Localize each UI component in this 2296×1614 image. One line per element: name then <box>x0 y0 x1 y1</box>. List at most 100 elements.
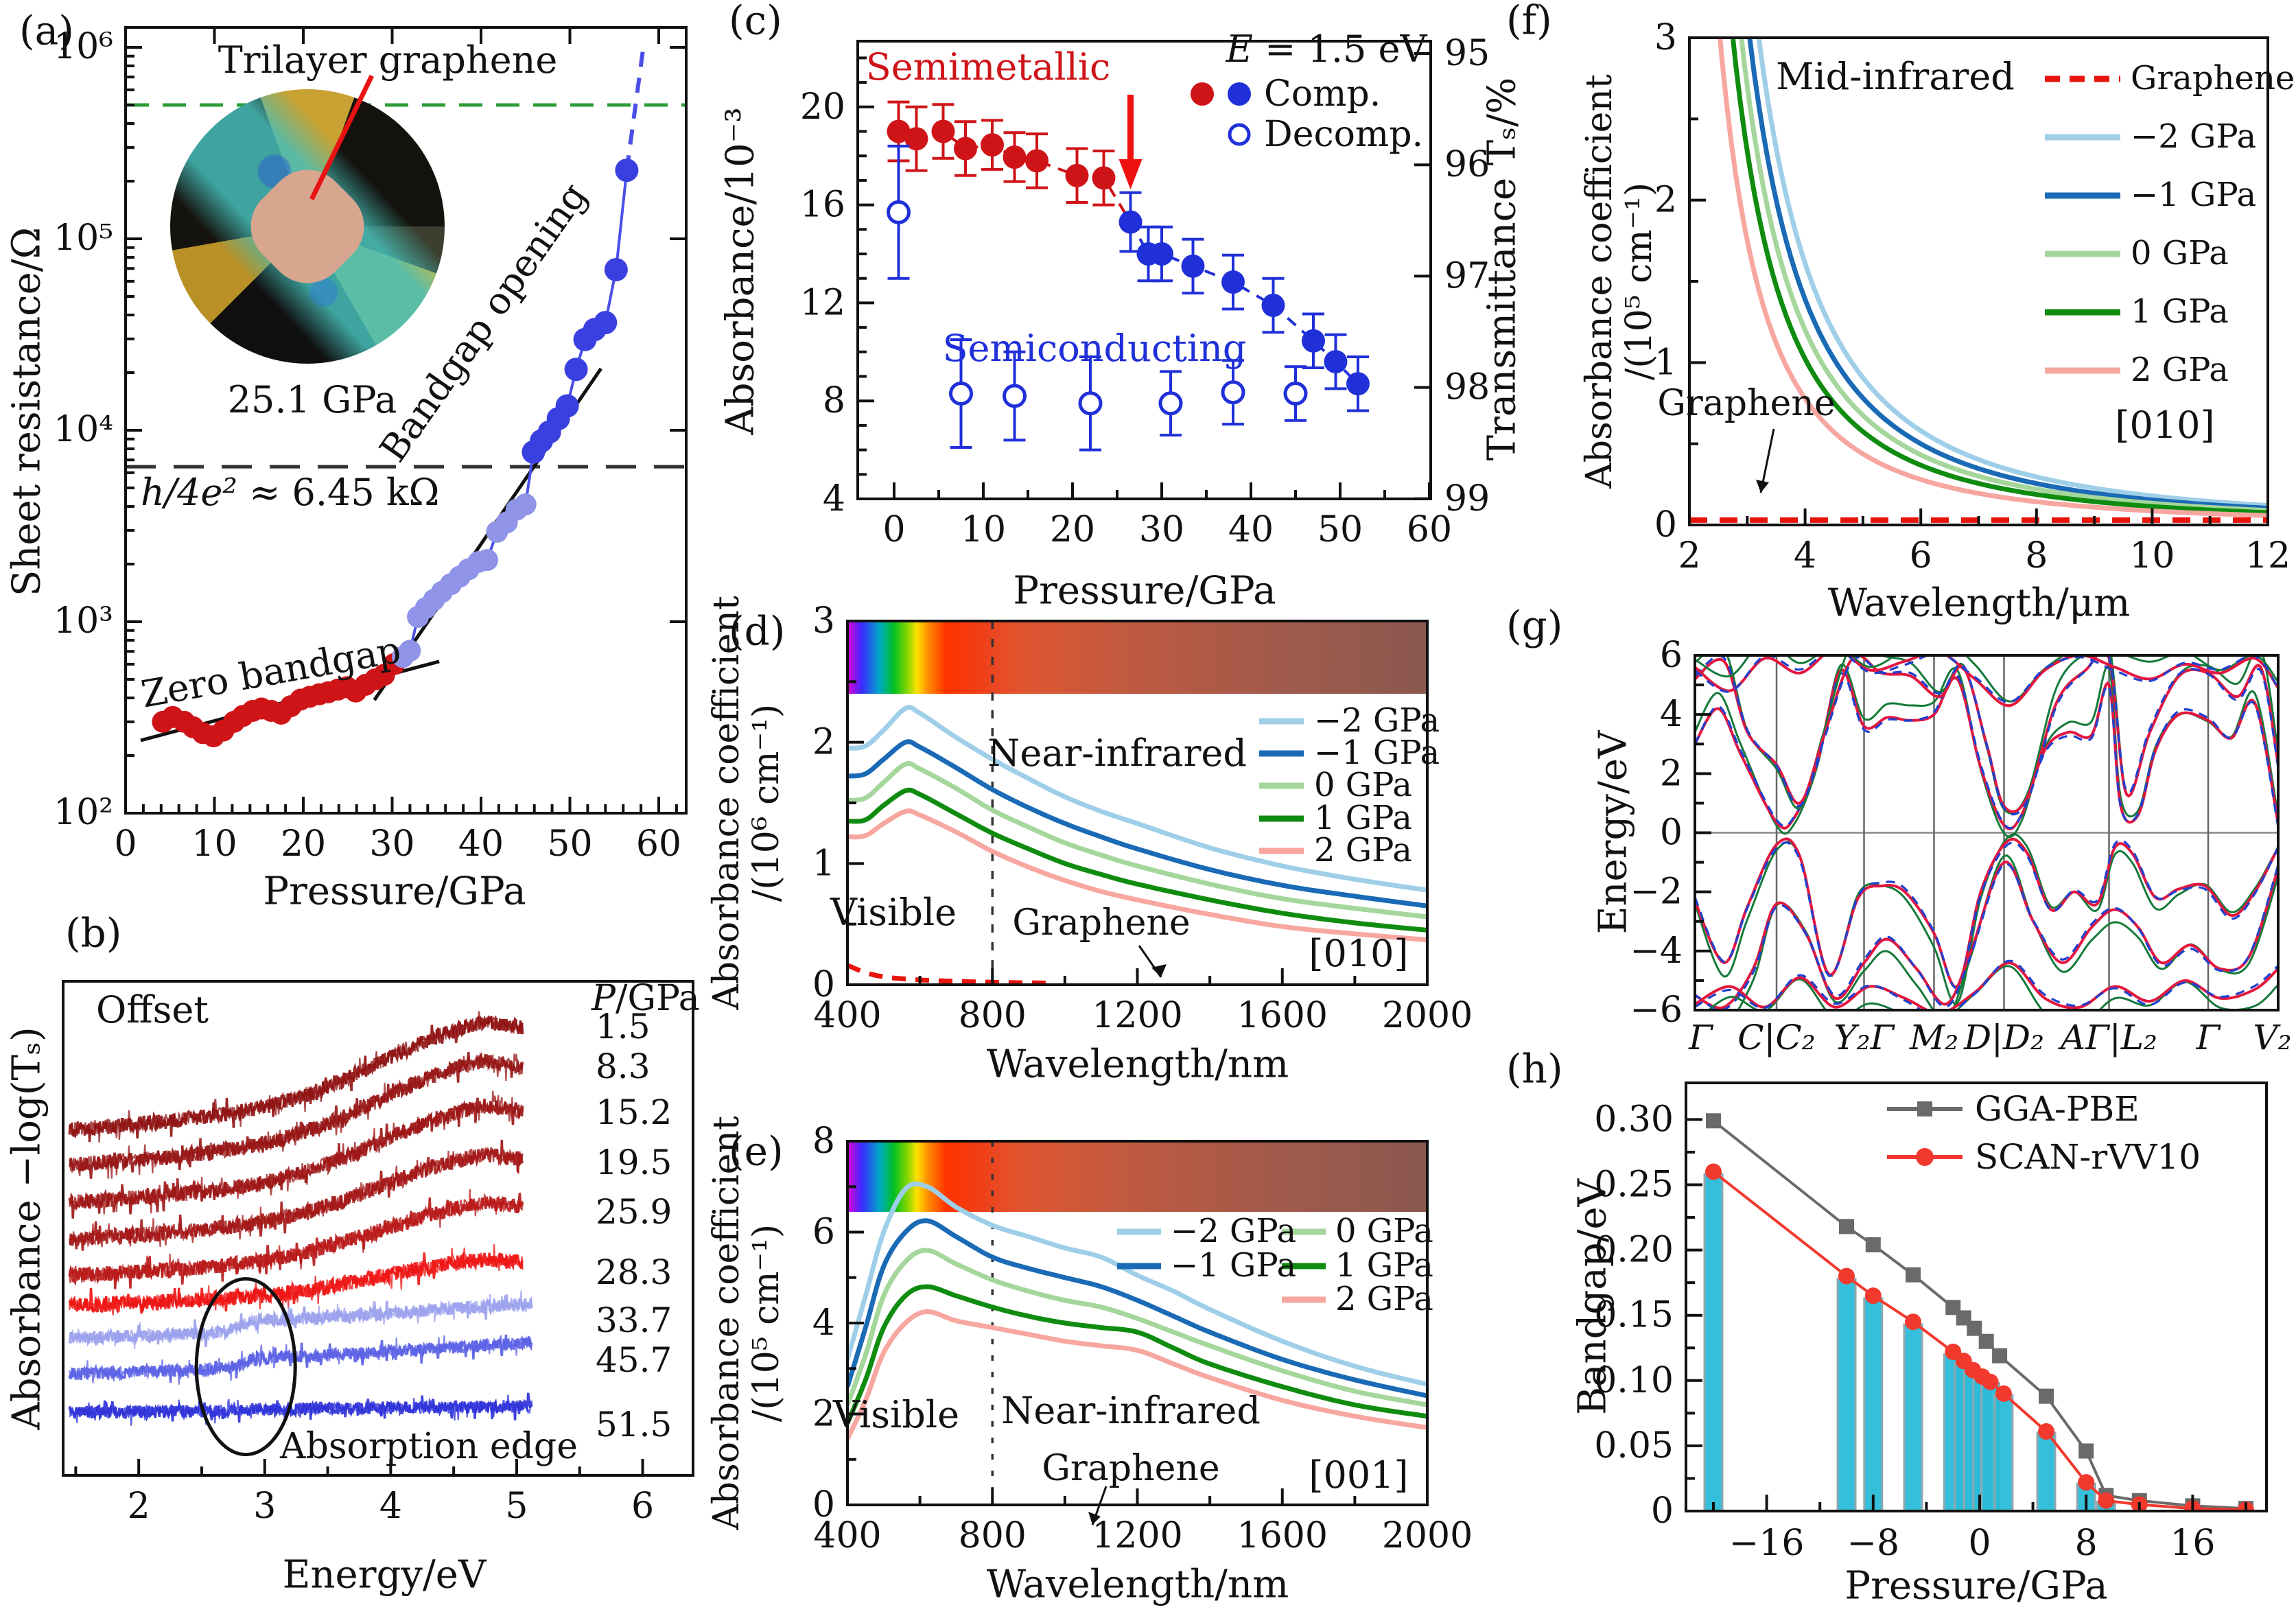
b-pressure-label-7: 45.7 <box>596 1340 672 1380</box>
c-y-axis-title: Absorbance/10⁻³ <box>718 107 763 435</box>
c-x-axis-title: Pressure/GPa <box>1013 568 1276 613</box>
svg-text:4: 4 <box>812 1302 835 1344</box>
svg-text:6: 6 <box>1660 635 1683 676</box>
e-legend-c2-label-0: 0 GPa <box>1335 1212 1433 1251</box>
f-legend-label-4: 1 GPa <box>2131 292 2229 331</box>
g-kpoint-label-2: Y₂Γ <box>1834 1018 1895 1057</box>
svg-text:−2: −2 <box>1630 872 1683 913</box>
svg-text:40: 40 <box>1228 509 1274 550</box>
c-semimetallic-label: Semimetallic <box>865 45 1111 89</box>
svg-text:2: 2 <box>1654 180 1677 221</box>
panel-tag-g: (g) <box>1506 602 1563 649</box>
b-offset-label: Offset <box>96 987 209 1031</box>
g-kpoint-label-1: C|C₂ <box>1737 1018 1816 1057</box>
b-pressure-label-5: 28.3 <box>596 1252 672 1292</box>
svg-text:0.25: 0.25 <box>1594 1165 1674 1206</box>
e-orientation-label: [001] <box>1309 1453 1409 1497</box>
svg-text:3: 3 <box>812 600 835 642</box>
svg-text:5: 5 <box>505 1486 528 1527</box>
f-mid-infrared-label: Mid-infrared <box>1776 54 2015 98</box>
svg-text:98: 98 <box>1444 367 1490 408</box>
b-pressure-label-8: 51.5 <box>596 1404 672 1445</box>
svg-text:96: 96 <box>1444 144 1490 185</box>
svg-text:99: 99 <box>1444 478 1490 519</box>
svg-text:−6: −6 <box>1630 990 1683 1031</box>
b-pressure-header: P/GPa <box>591 977 700 1019</box>
b-pressure-label-4: 25.9 <box>596 1192 672 1232</box>
svg-text:0: 0 <box>1654 504 1677 546</box>
svg-text:10³: 10³ <box>54 600 113 642</box>
svg-text:400: 400 <box>813 1515 881 1556</box>
svg-text:30: 30 <box>1139 509 1184 550</box>
h-legend-label-0: GGA-PBE <box>1975 1089 2140 1129</box>
e-visible-label: Visible <box>832 1392 960 1436</box>
a-x-axis-title: Pressure/GPa <box>263 869 526 914</box>
svg-text:2: 2 <box>1678 535 1700 576</box>
svg-text:50: 50 <box>547 823 592 865</box>
e-legend-c1-label-1: −1 GPa <box>1171 1246 1297 1285</box>
g-kpoint-label-6: Γ <box>2196 1018 2221 1057</box>
panel-tag-d: (d) <box>729 607 786 655</box>
panel-tag-h: (h) <box>1506 1045 1563 1092</box>
svg-text:2: 2 <box>812 1394 835 1435</box>
svg-text:0.10: 0.10 <box>1594 1360 1674 1401</box>
svg-text:60: 60 <box>1407 509 1452 550</box>
a-inset-caption: 25.1 GPa <box>227 377 397 421</box>
h-legend-label-1: SCAN-rVV10 <box>1975 1137 2201 1177</box>
svg-text:8: 8 <box>2075 1523 2098 1564</box>
c-legend-decomp-label: Decomp. <box>1264 113 1424 155</box>
svg-text:6: 6 <box>631 1486 654 1527</box>
d-legend-label-4: 2 GPa <box>1314 831 1412 870</box>
svg-text:0.15: 0.15 <box>1594 1295 1674 1336</box>
svg-text:−8: −8 <box>1847 1523 1899 1564</box>
svg-text:0: 0 <box>1651 1490 1674 1532</box>
d-legend-label-1: −1 GPa <box>1314 734 1440 773</box>
svg-text:10⁵: 10⁵ <box>54 218 113 259</box>
h-y-axis-title: Bandgap/eV <box>1570 1179 1615 1415</box>
panel-tag-b: (b) <box>65 909 122 957</box>
svg-text:0: 0 <box>114 823 137 865</box>
c-energy-label: E = 1.5 eV <box>1226 27 1427 71</box>
svg-text:1: 1 <box>1654 342 1677 383</box>
f-graphene-label: Graphene <box>1657 382 1836 424</box>
b-pressure-label-6: 33.7 <box>596 1300 672 1341</box>
svg-text:10²: 10² <box>54 792 113 833</box>
svg-text:4: 4 <box>1660 694 1683 735</box>
svg-text:3: 3 <box>1654 17 1677 58</box>
a-inset-title: Trilayer graphene <box>218 38 558 82</box>
svg-text:97: 97 <box>1444 255 1490 296</box>
svg-text:1200: 1200 <box>1092 995 1182 1036</box>
d-near-infrared-label: Near-infrared <box>987 731 1247 775</box>
b-pressure-label-1: 8.3 <box>596 1046 651 1086</box>
panel-tag-e: (e) <box>729 1127 784 1175</box>
svg-text:2000: 2000 <box>1382 1515 1473 1556</box>
svg-text:2: 2 <box>1660 753 1683 794</box>
svg-text:20: 20 <box>800 86 845 128</box>
svg-text:800: 800 <box>959 995 1027 1036</box>
f-orientation-label: [010] <box>2115 403 2215 447</box>
svg-text:16: 16 <box>2170 1523 2215 1564</box>
svg-text:20: 20 <box>281 823 326 865</box>
f-legend-label-3: 0 GPa <box>2131 234 2229 273</box>
svg-text:6: 6 <box>1910 535 1932 576</box>
svg-text:2: 2 <box>812 722 835 763</box>
svg-text:800: 800 <box>959 1515 1027 1556</box>
svg-text:10: 10 <box>2129 535 2175 576</box>
svg-text:0.20: 0.20 <box>1594 1230 1674 1271</box>
e-y-axis-title: Absorbance coefficient/(10⁵ cm⁻¹) <box>705 1116 787 1530</box>
g-kpoint-label-7: V₂ <box>2253 1018 2292 1057</box>
g-kpoint-label-5: AΓ|L₂ <box>2061 1018 2157 1057</box>
svg-text:16: 16 <box>800 185 845 226</box>
svg-text:12: 12 <box>800 282 845 323</box>
b-pressure-label-0: 1.5 <box>596 1007 651 1046</box>
svg-text:8: 8 <box>812 1121 835 1162</box>
b-x-axis-title: Energy/eV <box>282 1552 487 1598</box>
a-quantum-resistance-label: h/4e² ≈ 6.45 kΩ <box>141 470 440 514</box>
g-kpoint-label-4: D|D₂ <box>1963 1018 2045 1057</box>
f-legend-label-0: Graphene <box>2131 59 2295 98</box>
f-legend-label-2: −1 GPa <box>2131 176 2257 215</box>
g-kpoint-label-3: M₂ <box>1909 1018 1959 1057</box>
svg-text:8: 8 <box>823 380 845 421</box>
